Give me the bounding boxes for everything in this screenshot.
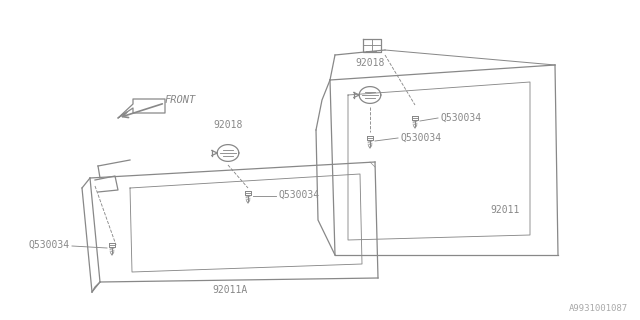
- Text: 92018: 92018: [355, 58, 385, 68]
- Text: 92018: 92018: [213, 120, 243, 130]
- Text: 92011: 92011: [490, 205, 520, 215]
- Text: A9931001087: A9931001087: [569, 304, 628, 313]
- Text: Q530034: Q530034: [440, 113, 481, 123]
- Text: Q530034: Q530034: [400, 133, 441, 143]
- Text: Q530034: Q530034: [278, 190, 319, 200]
- Text: FRONT: FRONT: [165, 95, 196, 105]
- Text: 92011A: 92011A: [212, 285, 248, 295]
- Text: Q530034: Q530034: [29, 240, 70, 250]
